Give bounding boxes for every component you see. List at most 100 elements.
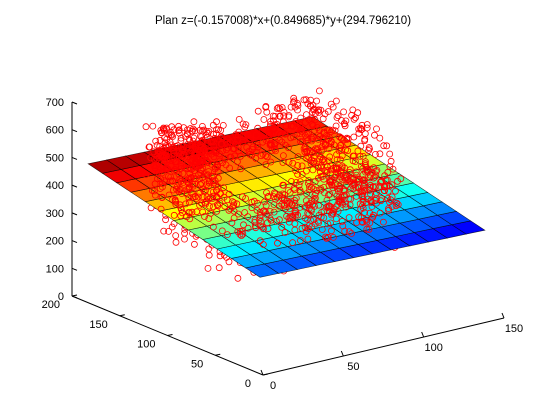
data-point <box>362 216 370 224</box>
data-point <box>201 187 209 195</box>
data-point <box>191 193 199 200</box>
data-point <box>292 179 300 186</box>
data-point <box>314 163 322 171</box>
data-point <box>323 169 331 177</box>
data-point <box>367 199 375 206</box>
data-point <box>169 177 177 185</box>
data-point <box>369 213 377 221</box>
data-point <box>249 143 257 151</box>
data-point <box>254 124 262 132</box>
data-point <box>170 143 177 151</box>
data-point <box>337 156 344 164</box>
data-point <box>211 165 219 173</box>
data-point <box>154 175 161 183</box>
z-tick-mark <box>71 212 78 216</box>
data-point <box>346 201 354 209</box>
data-point <box>221 202 229 210</box>
data-point <box>326 190 334 198</box>
data-point <box>268 141 276 149</box>
data-point <box>196 126 204 134</box>
data-point <box>162 164 170 172</box>
data-point <box>200 126 208 134</box>
data-point <box>259 150 267 158</box>
data-point <box>310 196 318 204</box>
data-point <box>267 118 274 125</box>
data-point <box>363 121 371 128</box>
data-point <box>327 177 335 185</box>
data-point <box>169 133 177 141</box>
chart-title: Plan z=(-0.157008)*x+(0.849685)*y+(294.7… <box>155 15 411 27</box>
data-point <box>290 133 297 141</box>
data-point <box>344 135 352 143</box>
data-point <box>310 154 318 162</box>
data-point <box>336 133 344 141</box>
data-point <box>149 122 157 130</box>
data-point <box>150 187 158 195</box>
data-point <box>315 109 323 116</box>
data-point <box>223 231 231 239</box>
data-point <box>195 171 203 179</box>
data-point <box>358 121 366 129</box>
data-point <box>186 156 194 164</box>
z-tick-mark <box>71 267 78 271</box>
data-point <box>159 153 167 161</box>
data-point <box>166 138 174 146</box>
data-point <box>325 157 333 165</box>
data-point <box>303 215 311 223</box>
data-point <box>320 207 328 215</box>
z-tick-label: 100 <box>46 263 64 275</box>
data-point <box>341 122 349 130</box>
data-point <box>175 149 183 157</box>
data-point <box>333 192 341 200</box>
data-point <box>284 186 292 194</box>
data-point <box>162 216 170 224</box>
data-point <box>254 199 262 207</box>
data-point <box>359 152 367 160</box>
data-point <box>230 199 238 207</box>
data-point <box>377 178 385 186</box>
data-point <box>210 130 217 138</box>
data-point <box>220 193 228 201</box>
data-point <box>209 203 217 211</box>
z-tick-label: 0 <box>58 291 64 303</box>
data-point <box>392 202 400 210</box>
data-point <box>313 97 321 105</box>
data-point <box>341 164 348 172</box>
data-point <box>342 146 350 154</box>
data-point <box>386 150 394 158</box>
data-point <box>281 229 289 236</box>
data-point <box>281 191 289 199</box>
data-point <box>289 239 297 247</box>
y-tick-label: 0 <box>245 378 251 390</box>
data-point <box>356 200 364 208</box>
data-point <box>384 168 392 176</box>
data-point <box>188 208 196 216</box>
data-point <box>179 151 187 159</box>
data-point <box>319 115 327 123</box>
data-point <box>303 134 311 142</box>
y-tick-mark <box>167 334 173 336</box>
data-point <box>210 146 218 154</box>
data-point <box>307 160 315 168</box>
data-point <box>327 128 335 136</box>
y-tick-label: 50 <box>191 358 203 370</box>
data-point <box>199 208 207 216</box>
data-point <box>337 134 345 142</box>
data-point <box>357 188 365 196</box>
data-point <box>305 130 313 138</box>
data-point <box>317 162 325 170</box>
data-point <box>164 173 172 180</box>
data-point <box>355 129 363 137</box>
data-point <box>179 146 187 154</box>
data-point <box>278 104 286 111</box>
data-point <box>170 167 178 175</box>
data-point <box>283 212 291 220</box>
z-tick-mark <box>71 240 78 244</box>
data-point <box>317 185 325 192</box>
data-point <box>193 151 200 159</box>
data-point <box>344 140 352 147</box>
data-point <box>334 165 341 173</box>
data-point <box>197 181 205 189</box>
y-tick-mark <box>71 294 78 297</box>
